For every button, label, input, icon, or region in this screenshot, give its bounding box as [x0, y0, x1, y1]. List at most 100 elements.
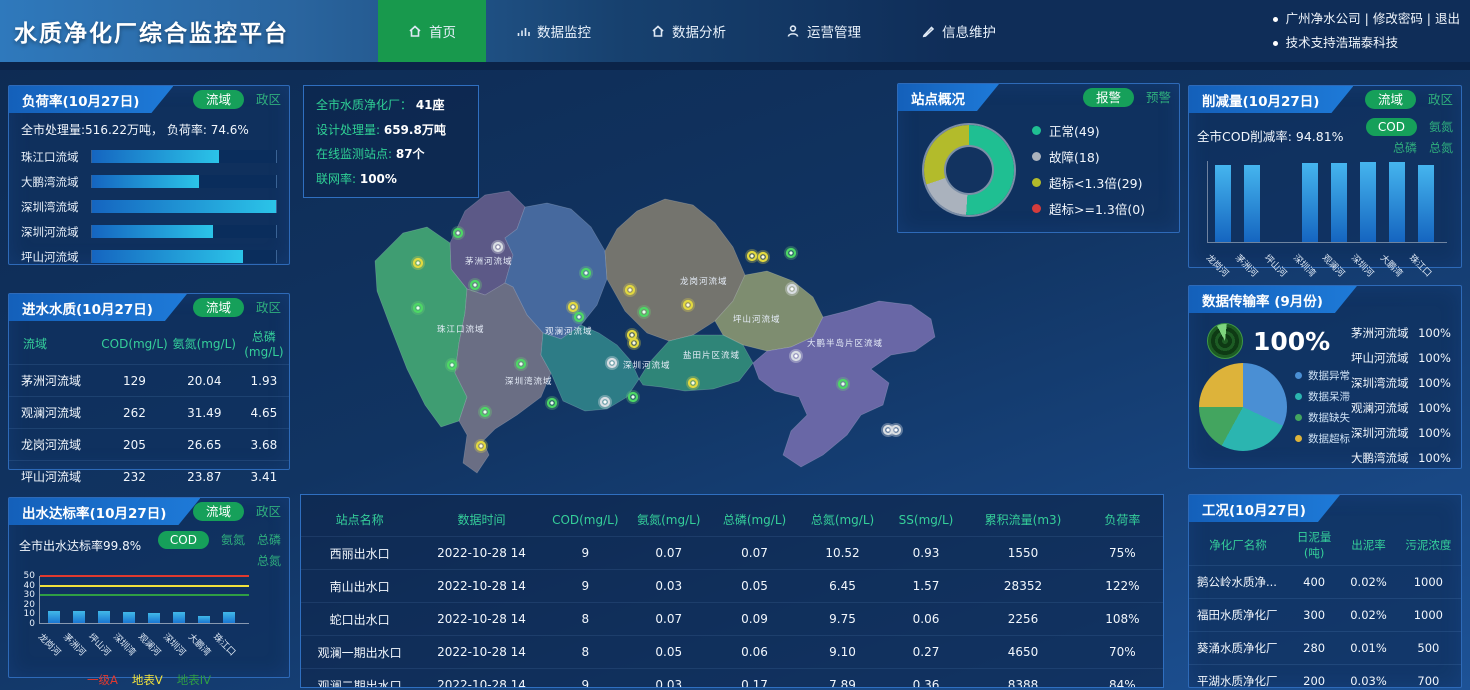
station-marker-fault[interactable] — [598, 395, 612, 409]
nav-item-4[interactable]: 运营管理 — [756, 0, 891, 62]
y-tick: 50 — [23, 571, 35, 581]
param-tab-总氮[interactable]: 总氮 — [1428, 141, 1453, 155]
table-row[interactable]: 观澜二期出水口 2022-10-28 14 9 0.03 0.17 7.89 0.36 838… — [301, 668, 1163, 687]
table-cell: 129 — [99, 364, 170, 397]
table-row[interactable]: 蛇口出水口 2022-10-28 14 8 0.07 0.09 9.75 0.06 2256 1… — [301, 602, 1163, 636]
station-marker-normal[interactable] — [445, 358, 459, 372]
station-marker-exceed[interactable] — [756, 250, 770, 264]
station-core — [519, 362, 523, 366]
station-core — [632, 341, 636, 345]
nav-item-5[interactable]: 信息维护 — [891, 0, 1026, 62]
bar-fill — [92, 250, 243, 263]
station-marker-fault[interactable] — [491, 240, 505, 254]
table-row[interactable]: 龙岗河流域 205 26.65 3.68 — [9, 428, 289, 461]
tab-政区[interactable]: 政区 — [255, 504, 281, 519]
nav-item-2[interactable]: 数据监控 — [486, 0, 621, 62]
table-cell: 蛇口出水口 — [301, 602, 419, 636]
param-tab-COD[interactable]: COD — [1365, 118, 1417, 136]
map-region-label: 珠江口流域 — [437, 324, 485, 335]
station-marker-fault[interactable] — [785, 282, 799, 296]
panel-inflow-quality: 进水水质(10月27日) 流域 政区 流域 COD(mg/L) 氨氮(mg/L) 总磷(… — [8, 293, 290, 492]
station-marker-exceed[interactable] — [686, 376, 700, 390]
tab-政区[interactable]: 政区 — [255, 300, 281, 315]
station-marker-normal[interactable] — [637, 305, 651, 319]
table-row[interactable]: 葵涌水质净化厂 280 0.01% 500 — [1189, 631, 1461, 665]
tab-流域[interactable]: 流域 — [192, 298, 244, 317]
station-marker-normal[interactable] — [514, 357, 528, 371]
table-cell: 400 — [1286, 565, 1342, 599]
station-marker-exceed[interactable] — [566, 300, 580, 314]
y-tick: 40 — [23, 580, 35, 591]
tab-预警[interactable]: 预警 — [1145, 90, 1171, 105]
station-marker-normal[interactable] — [451, 226, 465, 240]
tab-流域[interactable]: 流域 — [192, 90, 244, 109]
station-core — [794, 354, 798, 358]
station-marker-exceed[interactable] — [474, 439, 488, 453]
station-marker-normal[interactable] — [784, 246, 798, 260]
table-cell: 1000 — [1395, 598, 1461, 632]
panel-header-band: 出水达标率(10月27日) — [9, 498, 200, 525]
tab-流域[interactable]: 流域 — [192, 502, 244, 521]
station-marker-normal[interactable] — [836, 377, 850, 391]
table-row[interactable]: 观澜一期出水口 2022-10-28 14 8 0.05 0.06 9.10 0.27 465… — [301, 635, 1163, 669]
table-header: 净化厂名称 日泥量(吨) 出泥率 污泥浓度 — [1189, 525, 1461, 566]
param-tab-总氮[interactable]: 总氮 — [256, 554, 281, 568]
station-marker-normal[interactable] — [626, 390, 640, 404]
tab-政区[interactable]: 政区 — [255, 92, 281, 107]
station-marker-exceed[interactable] — [623, 283, 637, 297]
legend-item: 数据超标 — [1295, 431, 1350, 446]
table-cell: 9.75 — [797, 602, 888, 636]
table-cell: 84% — [1081, 668, 1163, 687]
table-row[interactable]: 茅洲河流域 129 20.04 1.93 — [9, 364, 289, 397]
table-header: 站点名称 数据时间 COD(mg/L) 氨氮(mg/L) 总磷(mg/L) 总氮(mg/L… — [301, 503, 1163, 537]
station-marker-normal[interactable] — [411, 301, 425, 315]
bar-fill — [92, 150, 219, 163]
param-tab-氨氮[interactable]: 氨氮 — [1428, 120, 1453, 134]
table-row[interactable]: 福田水质净化厂 300 0.02% 1000 — [1189, 598, 1461, 632]
station-core — [584, 271, 588, 275]
station-marker-fault[interactable] — [881, 423, 895, 437]
map-region-深圳河流域[interactable] — [540, 324, 640, 412]
tab-政区[interactable]: 政区 — [1427, 92, 1453, 107]
station-marker-normal[interactable] — [572, 310, 586, 324]
x-label: 茅洲河 — [1232, 253, 1259, 280]
station-data-box: 站点名称 数据时间 COD(mg/L) 氨氮(mg/L) 总磷(mg/L) 总氮(mg/L… — [300, 494, 1164, 688]
table-cell: 0.07 — [625, 536, 712, 570]
station-marker-normal[interactable] — [478, 405, 492, 419]
station-ring — [606, 357, 618, 369]
legend-label: 故障(18) — [1049, 150, 1100, 165]
param-tab-总磷[interactable]: 总磷 — [256, 533, 281, 547]
table-row[interactable]: 南山出水口 2022-10-28 14 9 0.03 0.05 6.45 1.57 28352… — [301, 569, 1163, 603]
station-marker-exceed[interactable] — [745, 249, 759, 263]
table-row[interactable]: 观澜河流域 262 31.49 4.65 — [9, 396, 289, 429]
station-marker-exceed[interactable] — [681, 298, 695, 312]
outflow-legend: 一级A 地表V 地表IV — [9, 672, 289, 688]
tab-流域[interactable]: 流域 — [1364, 90, 1416, 109]
param-tab-COD[interactable]: COD — [157, 531, 209, 549]
param-tab-总磷[interactable]: 总磷 — [1392, 141, 1417, 155]
station-marker-exceed[interactable] — [627, 336, 641, 350]
table-row[interactable]: 鹅公岭水质净... 400 0.02% 1000 — [1189, 565, 1461, 599]
station-ring — [837, 378, 849, 390]
map-region-深圳湾流域[interactable] — [454, 282, 552, 474]
load-rate-row: 大鹏湾流域 — [21, 169, 277, 194]
station-marker-fault[interactable] — [789, 349, 803, 363]
station-marker-fault[interactable] — [889, 423, 903, 437]
table-cell: 9 — [544, 668, 626, 687]
station-marker-normal[interactable] — [545, 396, 559, 410]
table-row[interactable]: 平湖水质净化厂 200 0.03% 700 — [1189, 664, 1461, 690]
bar — [1331, 163, 1347, 242]
tab-报警[interactable]: 报警 — [1082, 88, 1134, 107]
nav-item-1[interactable]: 首页 — [378, 0, 486, 62]
reduction-plot — [1207, 161, 1447, 243]
table-row[interactable]: 坪山河流域 232 23.87 3.41 — [9, 460, 289, 492]
table-row[interactable]: 西丽出水口 2022-10-28 14 9 0.07 0.07 10.52 0.93 1550… — [301, 536, 1163, 570]
station-marker-exceed[interactable] — [411, 256, 425, 270]
param-tab-氨氮[interactable]: 氨氮 — [220, 533, 245, 547]
station-marker-normal[interactable] — [468, 278, 482, 292]
station-marker-fault[interactable] — [605, 356, 619, 370]
station-marker-normal[interactable] — [579, 266, 593, 280]
user-links[interactable]: 广州净水公司 | 修改密码 | 退出 — [1272, 7, 1460, 31]
nav-item-3[interactable]: 数据分析 — [621, 0, 756, 62]
